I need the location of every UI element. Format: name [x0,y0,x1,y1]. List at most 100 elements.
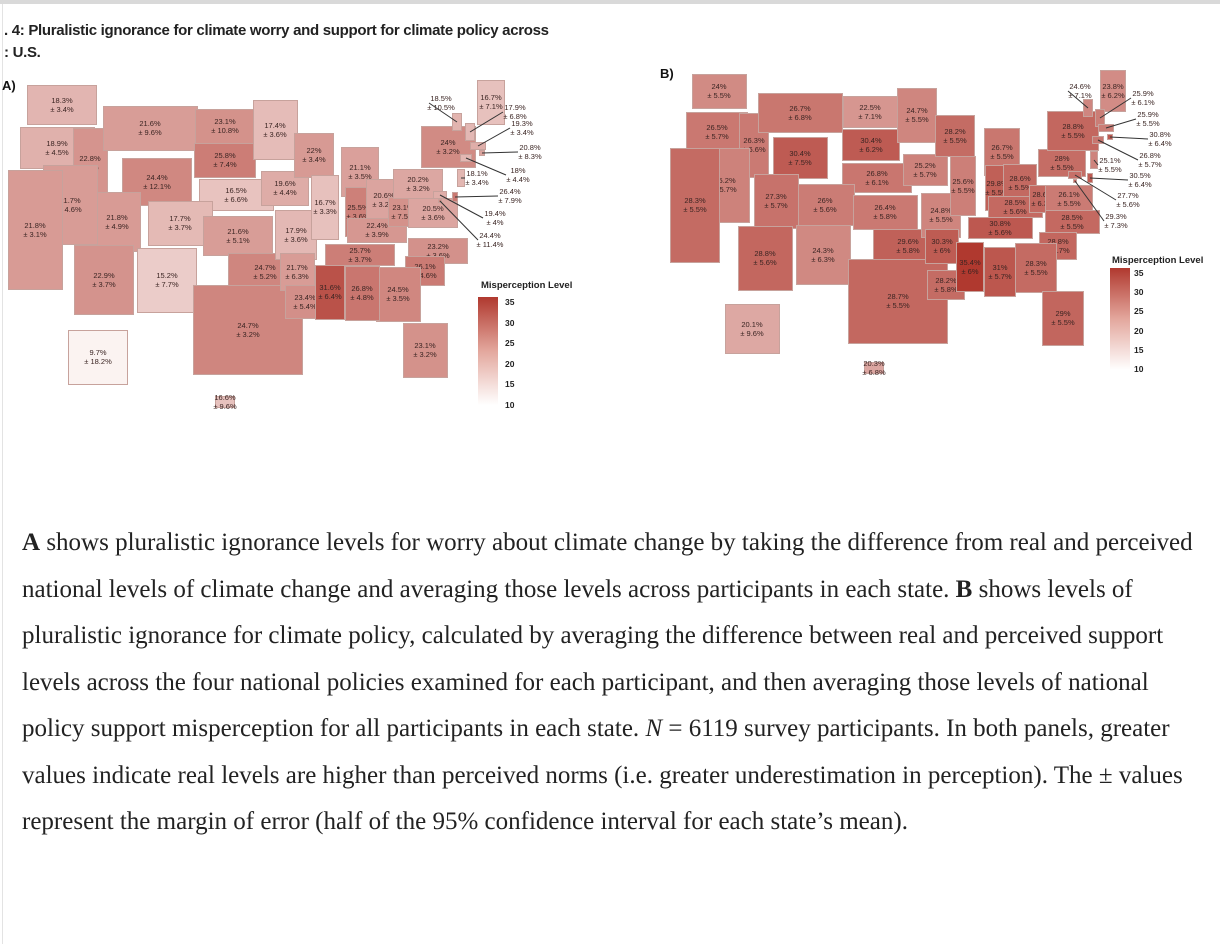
state-value: 24.7% [254,263,276,272]
state-margin-of-error: ± 6.3% [811,255,835,264]
state-ak [724,304,780,354]
state-margin-of-error: ± 3.2% [236,330,260,339]
state-nd [842,96,898,128]
state-label-id: 26.3% ± 6.6% [742,136,765,154]
state-label-ny: 24% ± 3.2% [436,138,459,156]
state-margin-of-error: ± 5.5% [1136,119,1160,128]
state-margin-of-error: ± 3.7% [348,255,372,264]
state-ct [460,154,472,162]
state-il [311,174,339,240]
figure-title-line-1: . 4: Pluralistic ignorance for climate w… [4,22,549,39]
state-value: 18.5% [430,94,452,103]
state-value: 26.8% [1139,151,1161,160]
state-margin-of-error: ± 4.4% [273,188,297,197]
state-margin-of-error: ± 3.6% [346,212,370,221]
state-label-ms: 35.4% ± 6% [959,258,980,276]
state-value: 28.3% [684,196,706,205]
state-value: 24% [711,82,727,91]
state-label-nm: 15.2% ± 7.7% [155,271,178,289]
state-wa [691,73,747,109]
state-margin-of-error: ± 9.6% [138,128,162,137]
state-nm [795,225,851,285]
state-az [74,245,134,315]
state-value: 30.4% [860,136,882,145]
state-label-nh: 17.9% ± 6.8% [503,103,526,121]
state-value: 16.7% [480,93,502,102]
state-label-wy: 24.4% ± 12.1% [143,173,170,191]
state-ma [470,142,486,150]
legend-tick: 20 [1134,325,1144,336]
state-label-in: 29.8% ± 5.5% [985,179,1008,197]
caption-text-n: = 6119 survey participants. In both pane… [22,715,1183,835]
state-margin-of-error: ± 3.4% [510,128,534,137]
state-label-nd: 23.1% ± 10.8% [211,117,238,135]
state-label-ky: 28.5% ± 5.6% [1003,198,1026,216]
state-mn [252,100,298,160]
state-margin-of-error: ± 5.5% [951,186,975,195]
state-label-dc: 29.3% ± 7.3% [1104,212,1127,230]
state-margin-of-error: ± 5.5% [1051,318,1075,327]
state-margin-of-error: ± 5.5% [1061,131,1085,140]
state-value: 20.8% [519,143,541,152]
state-margin-of-error: ± 6.6% [742,145,766,154]
state-label-ks: 26.4% ± 5.8% [873,203,896,221]
state-value: 24% [440,138,456,147]
state-margin-of-error: ± 3.5% [386,294,410,303]
state-margin-of-error: ± 3.6% [284,235,308,244]
state-md [433,191,447,199]
state-margin-of-error: ± 6.1% [865,178,889,187]
panel-label-b: B) [660,66,674,81]
state-label-va: 20.5% ± 3.6% [421,204,444,222]
state-value: 25.2% [914,161,936,170]
state-margin-of-error: ± 4.4% [506,175,530,184]
state-value: 28.8% [1062,122,1084,131]
state-ky [347,217,407,243]
top-border [0,0,1220,4]
state-ar [925,228,959,264]
state-value: 23.1% [414,341,436,350]
state-value: 20.2% [407,175,429,184]
state-value: 35.4% [959,258,981,267]
state-value: 24.5% [387,285,409,294]
state-label-al: 31% ± 5.7% [988,263,1011,281]
state-margin-of-error: ± 5.5% [1050,163,1074,172]
state-value: 17.4% [264,121,286,130]
figure-caption: A shows pluralistic ignorance levels for… [22,520,1202,846]
state-label-mt: 21.6% ± 9.6% [138,119,161,137]
state-margin-of-error: ± 5.8% [934,285,958,294]
state-margin-of-error: ± 5.7% [913,170,937,179]
state-margin-of-error: ± 6.2% [859,145,883,154]
state-ca [670,147,720,263]
legend-tick: 10 [1134,364,1144,374]
state-margin-of-error: ± 6.2% [1101,91,1125,100]
state-label-ar: 21.7% ± 6.3% [285,263,308,281]
state-margin-of-error: ± 6.3% [285,272,309,281]
state-value: 26.8% [866,169,888,178]
state-label-ia: 19.6% ± 4.4% [273,179,296,197]
state-label-sc: 26.1% ± 4.6% [413,262,436,280]
state-value: 9.7% [89,348,107,357]
state-ut [753,173,799,229]
state-margin-of-error: ± 3.2% [436,147,460,156]
callout-line-de [1089,177,1129,181]
state-margin-of-error: ± 4.9% [105,222,129,231]
state-label-wy: 30.4% ± 7.5% [788,149,811,167]
state-value: 28% [1054,154,1070,163]
state-margin-of-error: ± 10.8% [211,126,239,135]
state-md [1068,171,1082,179]
state-az [737,225,793,291]
state-value: 30.4% [789,149,811,158]
state-margin-of-error: ± 7.5% [788,158,812,167]
legend-tick: 25 [1134,306,1144,317]
state-label-ri: 20.8% ± 8.3% [518,143,541,161]
state-label-mi: 26.7% ± 5.5% [990,143,1013,161]
state-margin-of-error: ± 18.2% [84,357,112,366]
state-value: 20.1% [741,320,763,329]
state-value: 24.7% [237,321,259,330]
state-value: 17.9% [285,226,307,235]
state-nj [1090,151,1098,169]
state-label-in: 25.5% ± 3.6% [346,203,369,221]
state-value: 19.6% [274,179,296,188]
figure-title: . 4: Pluralistic ignorance for climate w… [4,20,549,64]
state-margin-of-error: ± 3.6% [421,213,445,222]
